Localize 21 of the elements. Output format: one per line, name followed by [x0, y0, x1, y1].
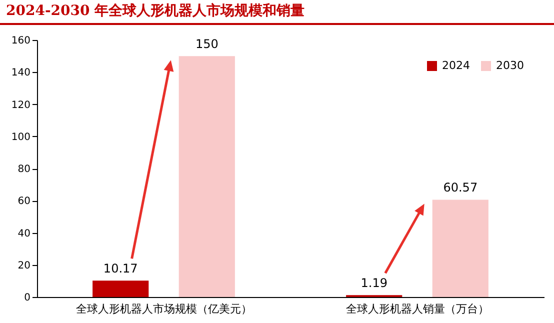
legend-label: 2024: [442, 59, 470, 72]
y-tick-label: 60: [18, 196, 30, 208]
y-tick-label: 140: [11, 68, 30, 79]
data-label: 10.17: [103, 262, 138, 276]
y-tick-label: 0: [24, 292, 30, 304]
bar: [92, 280, 149, 297]
x-tick-label: 全球人形机器人市场规模（亿美元）: [76, 302, 252, 316]
y-tick-label: 40: [18, 228, 30, 240]
y-tick-label: 20: [18, 260, 30, 272]
x-tick-label: 全球人形机器人销量（万台）: [346, 302, 489, 316]
data-label: 60.57: [443, 180, 478, 195]
bar: [432, 200, 488, 297]
y-tick-label: 160: [11, 36, 30, 46]
y-tick-label: 120: [11, 100, 30, 111]
bar: [178, 56, 235, 297]
data-label: 150: [195, 37, 218, 52]
legend-label: 2030: [496, 59, 524, 72]
chart-title: 2024-2030 年全球人形机器人市场规模和销量: [0, 0, 554, 25]
data-label: 1.19: [360, 276, 388, 290]
y-tick-label: 100: [11, 132, 30, 143]
y-tick-label: 80: [18, 164, 30, 175]
